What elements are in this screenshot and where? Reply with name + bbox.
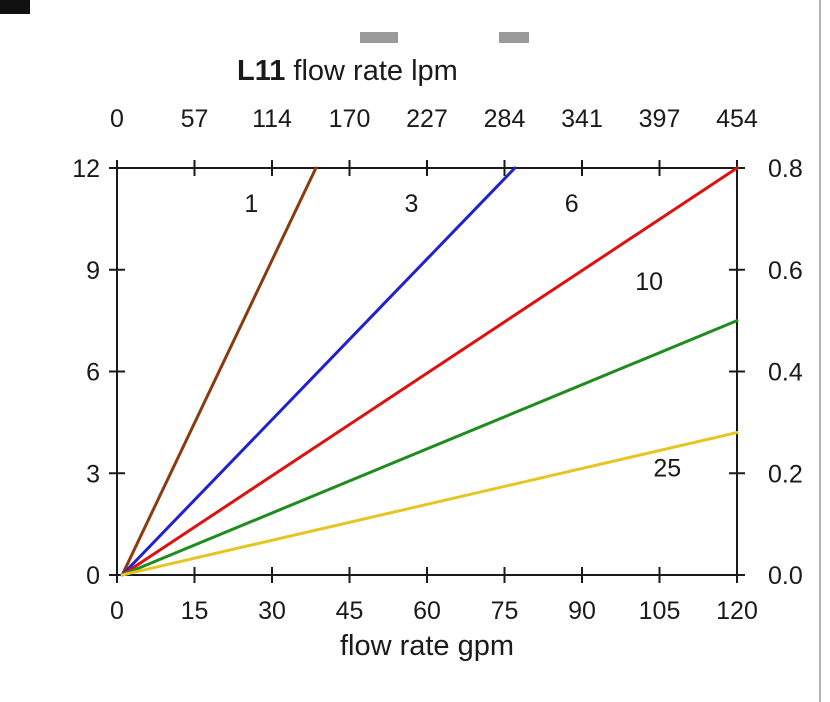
x-bottom-tick-label: 30 bbox=[258, 597, 286, 625]
x-bottom-tick-label: 105 bbox=[639, 597, 681, 625]
series-line-25 bbox=[120, 431, 739, 577]
x-top-tick-label: 454 bbox=[716, 105, 758, 133]
x-bottom-tick-label: 45 bbox=[336, 597, 364, 625]
y-right-tick-label: 0.2 bbox=[768, 460, 803, 488]
chart-title: L11 flow rate lpm bbox=[237, 55, 458, 88]
series-line-10 bbox=[120, 319, 739, 577]
x-bottom-tick-label: 15 bbox=[181, 597, 209, 625]
x-top-tick-label: 0 bbox=[110, 105, 124, 133]
y-left-tick-label: 0 bbox=[86, 562, 100, 590]
x-top-tick-label: 227 bbox=[406, 105, 448, 133]
y-right-tick-label: 0.0 bbox=[768, 562, 803, 590]
series-line-1 bbox=[120, 166, 318, 577]
artifact-mark bbox=[499, 32, 529, 43]
x-top-tick-label: 57 bbox=[181, 105, 209, 133]
y-left-tick-label: 6 bbox=[86, 359, 100, 387]
x-top-tick-label: 114 bbox=[252, 105, 292, 133]
x-bottom-tick-label: 60 bbox=[413, 597, 441, 625]
series-line-6 bbox=[120, 166, 739, 577]
y-left-tick-label: 3 bbox=[86, 460, 100, 488]
artifact-mark bbox=[360, 32, 398, 43]
x-top-tick-label: 284 bbox=[484, 105, 526, 133]
y-left-tick-label: 9 bbox=[86, 257, 100, 285]
x-top-tick-label: 397 bbox=[639, 105, 681, 133]
series-label-10: 10 bbox=[635, 268, 663, 296]
y-right-tick-label: 0.4 bbox=[768, 359, 803, 387]
artifact-mark bbox=[0, 0, 30, 14]
y-left-tick-label: 12 bbox=[72, 155, 100, 183]
x-top-tick-label: 170 bbox=[329, 105, 371, 133]
x-top-tick-label: 341 bbox=[561, 105, 603, 133]
x-axis-label: flow rate gpm bbox=[339, 630, 515, 662]
image-right-border bbox=[819, 0, 821, 702]
x-bottom-tick-label: 120 bbox=[716, 597, 758, 625]
chart-title-bold: L11 bbox=[237, 55, 286, 87]
y-right-tick-label: 0.8 bbox=[768, 155, 803, 183]
series-label-25: 25 bbox=[653, 455, 681, 483]
series-label-6: 6 bbox=[565, 190, 579, 218]
series-label-3: 3 bbox=[405, 190, 419, 218]
series-label-1: 1 bbox=[244, 190, 258, 218]
x-bottom-tick-label: 90 bbox=[568, 597, 596, 625]
chart-title-rest: flow rate lpm bbox=[285, 55, 458, 87]
x-bottom-tick-label: 75 bbox=[491, 597, 519, 625]
x-bottom-tick-label: 0 bbox=[110, 597, 124, 625]
series-line-3 bbox=[120, 166, 517, 577]
y-right-tick-label: 0.6 bbox=[768, 257, 803, 285]
